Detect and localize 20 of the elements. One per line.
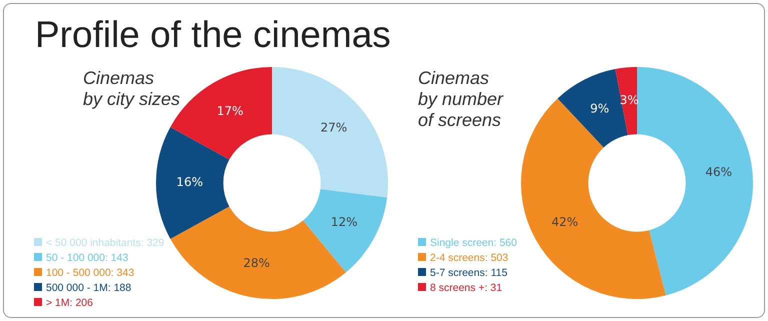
data-label: 27% (320, 120, 348, 135)
text: Cinemas by number of screens (418, 68, 504, 131)
legend-label: 500 000 - 1M: 188 (45, 281, 132, 296)
legend-label: < 50 000 inhabitants: 329 (45, 236, 164, 251)
chart-title: Profile of the cinemas (35, 14, 391, 56)
legend-label: 5-7 screens: 115 (429, 266, 508, 281)
legend-label: Single screen: 560 (429, 236, 517, 251)
data-label: 9% (590, 102, 610, 116)
data-label: 46% (705, 164, 732, 179)
data-label: 28% (243, 256, 270, 270)
legend-label: 8 screens +: 31 (429, 281, 504, 296)
legend-label: > 1M: 206 (45, 296, 94, 311)
data-label: 16% (176, 175, 203, 190)
text: Cinemas by city sizes (83, 68, 180, 110)
data-label: 42% (551, 214, 578, 229)
legend-label: 50 - 100 000: 143 (45, 251, 130, 266)
data-label: 12% (330, 214, 358, 229)
legend-label: 100 - 500 000: 343 (45, 266, 136, 281)
legend-label: 2-4 screens: 503 (429, 251, 510, 266)
data-label: 17% (216, 104, 244, 118)
